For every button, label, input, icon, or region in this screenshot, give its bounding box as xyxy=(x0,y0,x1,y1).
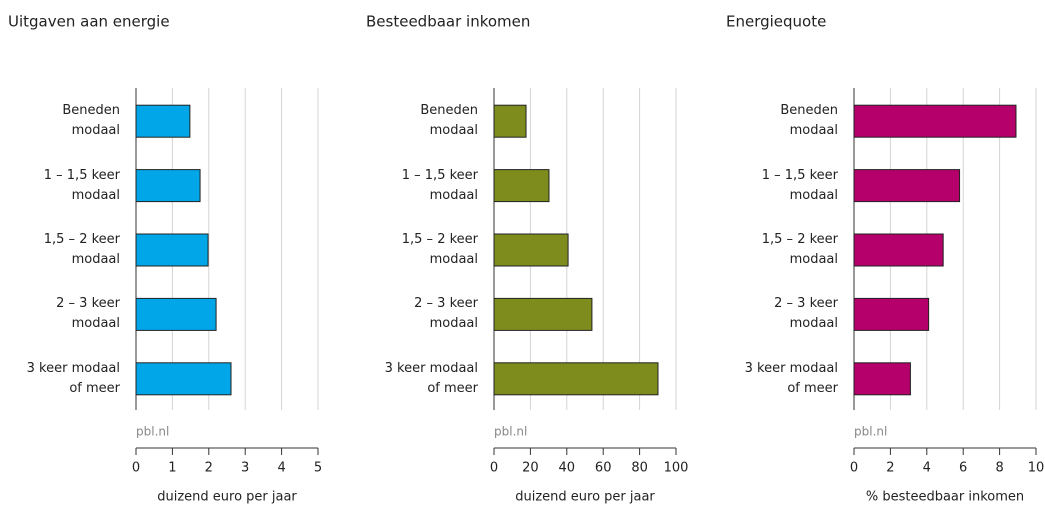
chart-title: Besteedbaar inkomen xyxy=(366,13,530,31)
y-tick-label: 2 – 3 keer modaal xyxy=(414,296,478,332)
x-tick-label: 3 xyxy=(241,461,249,476)
bar xyxy=(493,104,527,138)
x-tick-label: 2 xyxy=(886,461,894,476)
x-tick-label: 100 xyxy=(664,461,689,476)
x-tick-label: 0 xyxy=(850,461,858,476)
x-tick-label: 40 xyxy=(559,461,576,476)
x-tick-label: 60 xyxy=(595,461,612,476)
x-tick-label: 80 xyxy=(631,461,648,476)
y-tick-label: 1,5 – 2 keer modaal xyxy=(401,232,478,267)
bar xyxy=(493,169,550,203)
x-tick-label: 6 xyxy=(959,461,967,476)
x-tick-label: 0 xyxy=(132,461,140,476)
x-tick-label: 5 xyxy=(314,461,322,476)
x-tick-label: 2 xyxy=(205,461,213,476)
y-tick-label: 1,5 – 2 keer modaal xyxy=(761,232,838,267)
bar xyxy=(135,233,209,267)
bar xyxy=(135,297,217,331)
bar xyxy=(135,362,232,396)
y-tick-label: 3 keer modaal of meer xyxy=(26,360,120,396)
x-tick-label: 10 xyxy=(1028,461,1045,476)
y-tick-label: Beneden modaal xyxy=(62,103,120,139)
x-tick-label: 1 xyxy=(168,461,176,476)
bar xyxy=(135,169,201,203)
y-tick-label: 2 – 3 keer modaal xyxy=(56,296,120,332)
bar xyxy=(493,297,593,331)
x-axis-label: duizend euro per jaar xyxy=(157,490,297,505)
x-tick-label: 0 xyxy=(490,461,498,476)
source: pbl.nl xyxy=(136,425,169,439)
y-tick-label: 1 – 1,5 keer modaal xyxy=(761,167,838,203)
source: pbl.nl xyxy=(494,425,527,439)
y-tick-label: Beneden modaal xyxy=(780,103,838,139)
y-tick-label: Beneden modaal xyxy=(420,103,478,139)
y-tick-label: 3 keer modaal of meer xyxy=(384,360,478,396)
x-axis-label: % besteedbaar inkomen xyxy=(866,490,1024,505)
x-tick-label: 8 xyxy=(995,461,1003,476)
y-tick-label: 3 keer modaal of meer xyxy=(744,360,838,396)
bar xyxy=(493,233,569,267)
chart-title: Uitgaven aan energie xyxy=(8,13,170,31)
bar xyxy=(493,362,659,396)
y-tick-label: 2 – 3 keer modaal xyxy=(774,296,838,332)
bar xyxy=(853,104,1017,138)
chart-title: Energiequote xyxy=(726,13,826,31)
bar xyxy=(853,362,911,396)
source: pbl.nl xyxy=(854,425,887,439)
bar xyxy=(135,104,191,138)
y-tick-label: 1,5 – 2 keer modaal xyxy=(43,232,120,267)
x-tick-label: 20 xyxy=(522,461,539,476)
y-tick-label: 1 – 1,5 keer modaal xyxy=(401,167,478,203)
x-tick-label: 4 xyxy=(923,461,931,476)
bar xyxy=(853,297,930,331)
x-tick-label: 4 xyxy=(277,461,285,476)
x-axis-label: duizend euro per jaar xyxy=(515,490,655,505)
y-tick-label: 1 – 1,5 keer modaal xyxy=(43,167,120,203)
bar xyxy=(853,169,961,203)
bar xyxy=(853,233,944,267)
